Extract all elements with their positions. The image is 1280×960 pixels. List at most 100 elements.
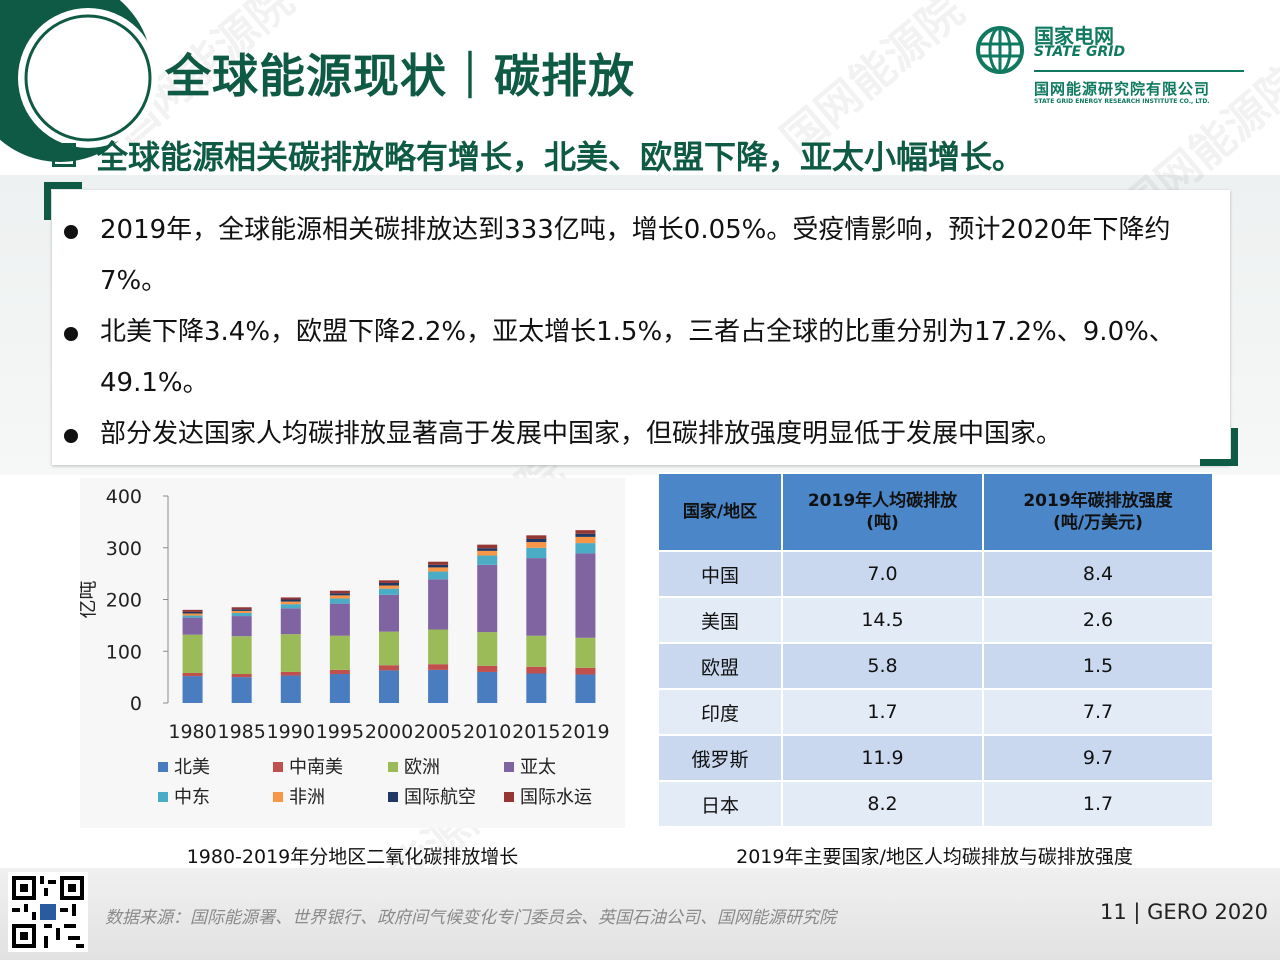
bar-segment [182, 615, 203, 618]
x-tick-label: 1990 [267, 721, 315, 743]
legend-swatch [504, 792, 514, 802]
state-grid-logo: 国家电网 STATE GRID 国网能源研究院有限公司 STATE GRID E… [970, 18, 1260, 113]
x-tick-label: 1980 [168, 721, 216, 743]
table-row: 印度 1.7 7.7 [657, 688, 1214, 736]
bar-segment [428, 561, 449, 565]
bar-segment [526, 666, 547, 674]
table-caption: 2019年主要国家/地区人均碳排放与碳排放强度 [736, 846, 1133, 868]
bar-segment [477, 550, 498, 556]
bar-segment [280, 634, 301, 672]
bar-segment [477, 665, 498, 672]
bar-segment [477, 564, 498, 633]
bar-segment [379, 670, 399, 703]
bar-segment [526, 538, 547, 543]
legend-swatch [158, 762, 168, 772]
bar-segment [329, 595, 350, 599]
chart-caption: 1980-2019年分地区二氧化碳排放增长 [186, 846, 519, 868]
bar-segment [526, 535, 547, 539]
table-cell: 7.7 [982, 688, 1214, 736]
y-tick-label: 300 [106, 538, 142, 560]
bullet-dot-icon [64, 327, 78, 341]
bar-segment [329, 635, 350, 670]
table-cell: 1.5 [982, 642, 1214, 690]
bullet-text: 2019年，全球能源相关碳排放达到333亿吨，增长0.05%。受疫情影响，预计2… [100, 215, 1171, 296]
bar-segment [182, 634, 203, 673]
table-row: 欧盟 5.8 1.5 [657, 642, 1214, 690]
page-title: 全球能源现状｜碳排放 [165, 49, 635, 103]
bar-segment [182, 617, 203, 635]
column-header: 2019年人均碳排放 (吨) [781, 472, 984, 552]
x-tick-label: 2019 [561, 721, 609, 743]
table-cell: 印度 [657, 688, 783, 736]
bar-segment [231, 616, 252, 637]
bar-segment [575, 536, 596, 544]
table-cell: 日本 [657, 780, 783, 828]
legend-label: 国际航空 [404, 787, 476, 808]
table-cell: 11.9 [781, 734, 984, 782]
table-row: 中国 7.0 8.4 [657, 550, 1214, 598]
bar-segment [477, 555, 498, 565]
legend-swatch [388, 792, 398, 802]
page-number: 11 | GERO 2020 [1100, 900, 1268, 924]
chart-container: 0 100 200 300 400 亿吨 1980 1985 1990 1995 2000 2005 2… [77, 478, 625, 828]
bar-segment [280, 597, 301, 600]
bar-segment [379, 631, 399, 666]
logo-name-en: STATE GRID [1034, 44, 1126, 60]
emissions-table: 国家/地区 2019年人均碳排放 (吨) 2019年碳排放强度 (吨/万美元) 中国… [657, 472, 1214, 828]
table-header-row: 国家/地区 2019年人均碳排放 (吨) 2019年碳排放强度 (吨/万美元) [657, 472, 1214, 552]
legend-label: 国际水运 [520, 787, 592, 808]
y-tick-label: 400 [106, 486, 142, 508]
bar-segment [428, 571, 449, 580]
bar-segment [379, 580, 399, 583]
bullet-item: 2019年，全球能源相关碳排放达到333亿吨，增长0.05%。受疫情影响，预计2… [60, 205, 1235, 307]
legend-label: 北美 [174, 757, 210, 778]
table-cell: 1.7 [781, 688, 984, 736]
bar-segment [231, 674, 252, 678]
bar-segment [329, 674, 350, 703]
bracket-bottom-right [1200, 428, 1238, 466]
table-cell: 8.4 [982, 550, 1214, 598]
bar-segment [575, 543, 596, 554]
column-header: 2019年碳排放强度 (吨/万美元) [982, 472, 1214, 552]
bar-segment [526, 673, 547, 703]
x-tick-label: 1995 [316, 721, 364, 743]
qr-code-icon [8, 872, 88, 952]
bar-segment [428, 564, 449, 568]
bullet-item: 部分发达国家人均碳排放显著高于发展中国家，但碳排放强度明显低于发展中国家。 [60, 409, 1235, 460]
table-cell: 2.6 [982, 596, 1214, 644]
bar-segment [280, 608, 301, 635]
bar-segment [477, 548, 498, 551]
data-source: 数据来源：国际能源署、世界银行、政府间气候变化专门委员会、英国石油公司、国网能源… [105, 908, 836, 928]
table-cell: 14.5 [781, 596, 984, 644]
headline: 全球能源相关碳排放略有增长，北美、欧盟下降，亚太小幅增长。 [96, 138, 1025, 176]
legend-swatch [158, 792, 168, 802]
bar-segment [280, 599, 301, 602]
legend-swatch [273, 762, 283, 772]
bar-segment [379, 582, 399, 586]
bullet-dot-icon [64, 225, 78, 239]
bar-segment [477, 632, 498, 666]
bullet-dot-icon [64, 429, 78, 443]
table-cell: 欧盟 [657, 642, 783, 690]
bar-segment [526, 547, 547, 559]
bar-segment [231, 677, 252, 703]
table-container: 国家/地区 2019年人均碳排放 (吨) 2019年碳排放强度 (吨/万美元) 中国… [657, 472, 1214, 828]
bar-segment [428, 669, 449, 703]
table-cell: 1.7 [982, 780, 1214, 828]
table-cell: 7.0 [781, 550, 984, 598]
bar-segment [526, 542, 547, 548]
column-header: 国家/地区 [657, 472, 783, 552]
legend-swatch [273, 792, 283, 802]
bar-segment [231, 612, 252, 617]
x-tick-label: 2000 [365, 721, 413, 743]
bracket-top-left [44, 182, 82, 220]
table-cell: 8.2 [781, 780, 984, 828]
legend-label: 中南美 [289, 757, 343, 778]
y-axis-label: 亿吨 [80, 580, 99, 618]
legend-swatch [388, 762, 398, 772]
bar-segment [575, 553, 596, 638]
table-cell: 中国 [657, 550, 783, 598]
bar-segment [182, 676, 203, 703]
bullet-text: 北美下降3.4%，欧盟下降2.2%，亚太增长1.5%，三者占全球的比重分别为17… [100, 317, 1175, 398]
